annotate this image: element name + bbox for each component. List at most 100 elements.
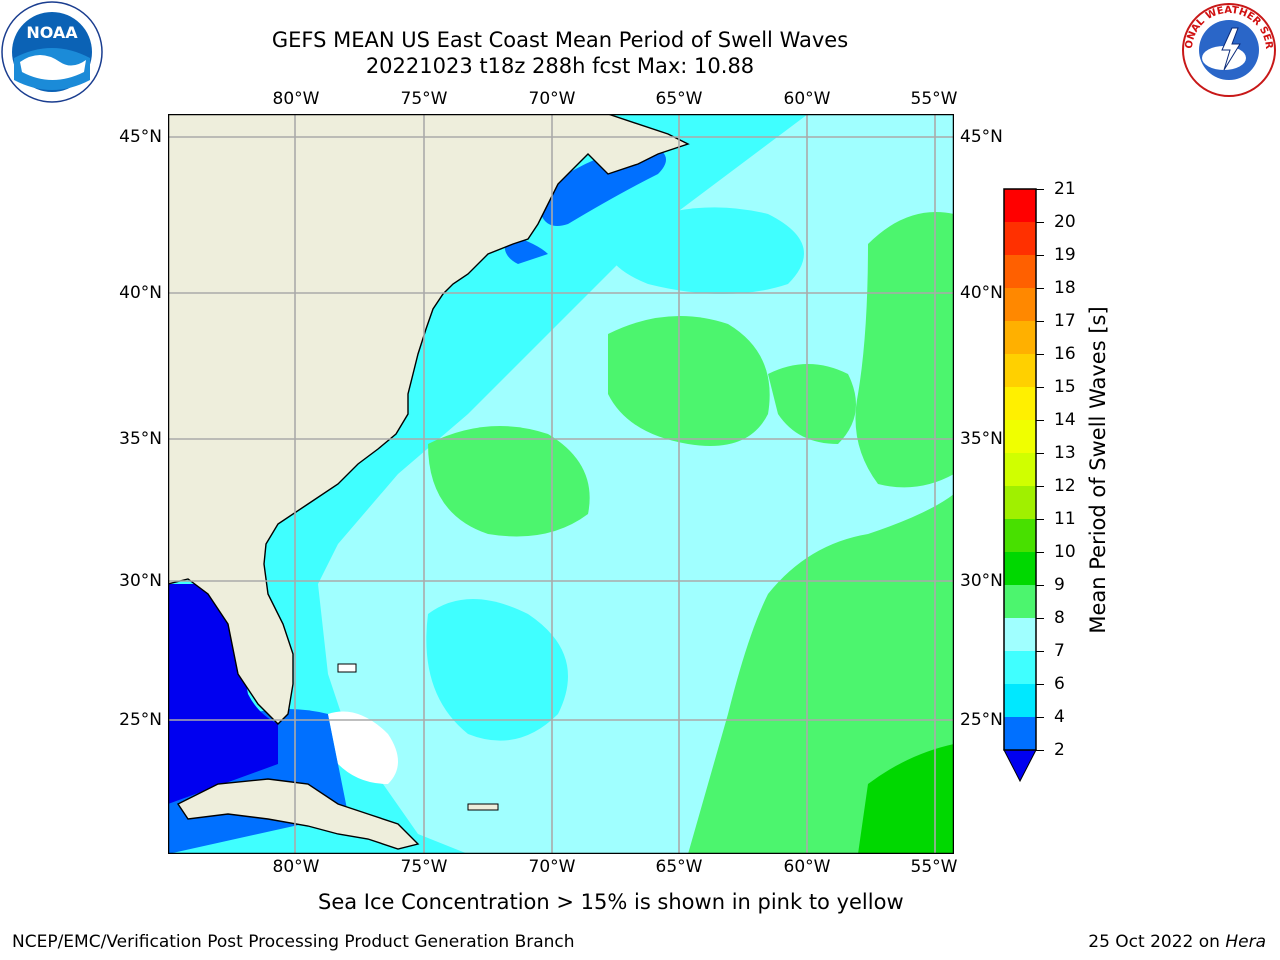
map-frame (168, 114, 954, 854)
lat-label-right: 35°N (960, 429, 1003, 449)
colorbar-label: Mean Period of Swell Waves [s] (1086, 306, 1110, 634)
lat-label-left: 30°N (119, 571, 162, 591)
colorbar-tick-label: 18 (1054, 278, 1076, 298)
colorbar-segment (1004, 552, 1036, 585)
colorbar-segment (1004, 618, 1036, 651)
field-bahamas-banks (328, 711, 398, 784)
field-gulf-of-mexico (168, 584, 278, 804)
graticule (168, 114, 954, 854)
colorbar-tick-mark (1036, 420, 1044, 421)
colorbar-tick-label: 10 (1054, 542, 1076, 562)
colorbar-tick-label: 11 (1054, 509, 1076, 529)
lon-label-bottom: 55°W (910, 857, 958, 877)
lon-label-bottom: 65°W (655, 857, 703, 877)
colorbar-tick-mark (1036, 387, 1044, 388)
lat-label-right: 25°N (960, 710, 1003, 730)
colorbar-segment (1004, 585, 1036, 618)
field-green-east (688, 494, 954, 854)
colorbar-segment (1004, 453, 1036, 486)
colorbar-segment (1004, 288, 1036, 321)
colorbar (1003, 188, 1037, 783)
date-text: 25 Oct 2022 on Hera (1088, 932, 1266, 952)
chart-subtitle: 20221023 t18z 288h fcst Max: 10.88 (365, 54, 755, 78)
colorbar-tick-label: 2 (1054, 740, 1065, 760)
colorbar-tick-label: 14 (1054, 410, 1076, 430)
colorbar-tick-mark (1036, 717, 1044, 718)
machine-name: Hera (1225, 932, 1266, 952)
colorbar-tick-label: 6 (1054, 674, 1065, 694)
colorbar-tick-mark (1036, 684, 1044, 685)
colorbar-tick-label: 19 (1054, 245, 1076, 265)
lon-label-top: 75°W (400, 89, 448, 109)
lat-label-left: 40°N (119, 283, 162, 303)
colorbar-segment (1004, 684, 1036, 717)
field-green-east-upper (855, 212, 954, 488)
land-bahamas (337, 663, 357, 673)
chart-title: GEFS MEAN US East Coast Mean Period of S… (271, 28, 849, 52)
colorbar-tick-label: 15 (1054, 377, 1076, 397)
field-cyan-north (606, 207, 804, 294)
lon-label-top: 55°W (910, 89, 958, 109)
colorbar-segment (1004, 651, 1036, 684)
colorbar-segment (1004, 387, 1036, 420)
sea-ice-note: Sea Ice Concentration > 15% is shown in … (318, 890, 904, 914)
lat-label-right: 45°N (960, 127, 1003, 147)
colorbar-segment (1004, 420, 1036, 453)
colorbar-tick-mark (1036, 519, 1044, 520)
field-central-cyan (426, 599, 568, 741)
colorbar-tick-mark (1036, 750, 1044, 751)
colorbar-segment (1004, 486, 1036, 519)
swell-period-map (168, 114, 954, 854)
colorbar-tick-mark (1036, 453, 1044, 454)
lon-label-top: 65°W (655, 89, 703, 109)
colorbar-tick-label: 20 (1054, 212, 1076, 232)
colorbar-tick-label: 4 (1054, 707, 1065, 727)
lat-label-left: 45°N (119, 127, 162, 147)
colorbar-extend-min (1003, 749, 1037, 783)
colorbar-tick-mark (1036, 618, 1044, 619)
colorbar-tick-mark (1036, 585, 1044, 586)
colorbar-tick-mark (1036, 486, 1044, 487)
field-green-center (608, 316, 770, 446)
colorbar-segment (1004, 321, 1036, 354)
lat-label-left: 35°N (119, 429, 162, 449)
colorbar-tick-mark (1036, 354, 1044, 355)
colorbar-tick-label: 13 (1054, 443, 1076, 463)
colorbar-tick-label: 16 (1054, 344, 1076, 364)
lon-label-bottom: 70°W (528, 857, 576, 877)
colorbar-tick-mark (1036, 222, 1044, 223)
colorbar-tick-mark (1036, 255, 1044, 256)
lon-label-bottom: 60°W (783, 857, 831, 877)
field-bright-green (858, 744, 954, 854)
noaa-logo: NOAA (1, 1, 103, 103)
field-green-mid (428, 426, 590, 537)
lon-label-bottom: 80°W (272, 857, 320, 877)
national-weather-service-logo: NATIONAL WEATHER SERVICE (1178, 0, 1276, 97)
land-hispaniola (467, 803, 499, 811)
colorbar-tick-label: 9 (1054, 575, 1065, 595)
colorbar-segment (1004, 222, 1036, 255)
colorbar-tick-mark (1036, 321, 1044, 322)
colorbar-segment (1004, 255, 1036, 288)
lat-label-right: 30°N (960, 571, 1003, 591)
lat-label-left: 25°N (119, 710, 162, 730)
svg-text:NOAA: NOAA (26, 23, 78, 42)
colorbar-tick-label: 7 (1054, 641, 1065, 661)
colorbar-tick-mark (1036, 288, 1044, 289)
lon-label-top: 70°W (528, 89, 576, 109)
colorbar-tick-mark (1036, 189, 1044, 190)
land-cuba (176, 778, 420, 850)
colorbar-segment (1004, 717, 1036, 750)
colorbar-segment (1004, 189, 1036, 222)
lon-label-top: 80°W (272, 89, 320, 109)
colorbar-tick-label: 21 (1054, 179, 1076, 199)
lon-label-bottom: 75°W (400, 857, 448, 877)
colorbar-tick-label: 17 (1054, 311, 1076, 331)
credit-text: NCEP/EMC/Verification Post Processing Pr… (12, 932, 575, 952)
lon-label-top: 60°W (783, 89, 831, 109)
field-green-small (768, 364, 856, 444)
colorbar-tick-mark (1036, 552, 1044, 553)
colorbar-tick-label: 12 (1054, 476, 1076, 496)
colorbar-tick-label: 8 (1054, 608, 1065, 628)
colorbar-tick-mark (1036, 651, 1044, 652)
